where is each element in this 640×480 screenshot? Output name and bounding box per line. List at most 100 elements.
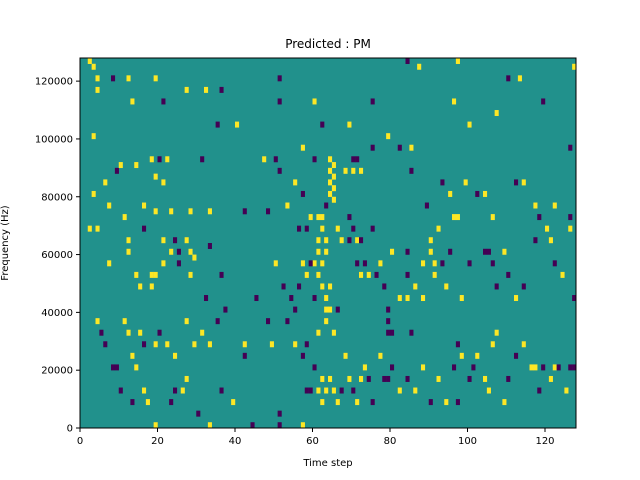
heatmap-cell (149, 283, 154, 290)
heatmap-cell (173, 352, 178, 359)
heatmap-cell (266, 318, 271, 325)
heatmap-cell (281, 283, 286, 290)
heatmap-cell (351, 156, 356, 163)
heatmap-cell (153, 75, 158, 82)
heatmap-cell (126, 75, 131, 82)
heatmap-cell (548, 237, 553, 244)
heatmap-cell (455, 341, 460, 348)
heatmap-cell (405, 248, 410, 255)
heatmap-cell (552, 364, 557, 371)
heatmap-cell (572, 295, 577, 302)
heatmap-cell (320, 375, 325, 382)
heatmap-cell (324, 248, 329, 255)
heatmap-cell (541, 98, 546, 105)
heatmap-cell (242, 341, 247, 348)
heatmap-cell (91, 63, 96, 70)
heatmap-cell (413, 283, 418, 290)
heatmap-cell (483, 248, 488, 255)
heatmap-cell (122, 318, 127, 325)
heatmap-cell (312, 260, 317, 267)
heatmap-cell (355, 260, 360, 267)
heatmap-cell (176, 248, 181, 255)
heatmap-cell (568, 214, 573, 221)
heatmap-cell (494, 283, 499, 290)
heatmap-cell (362, 260, 367, 267)
heatmap-cell (440, 179, 445, 186)
heatmap-cell (397, 387, 402, 394)
heatmap-cell (169, 248, 174, 255)
heatmap-cell (339, 387, 344, 394)
heatmap-cell (122, 214, 127, 221)
heatmap-cell (262, 156, 267, 163)
heatmap-cell (324, 202, 329, 209)
heatmap-cell (157, 156, 162, 163)
heatmap-cell (517, 75, 522, 82)
heatmap-cell (153, 422, 158, 429)
heatmap-cell (300, 144, 305, 151)
plot-area (80, 58, 577, 429)
heatmap-cell (452, 364, 457, 371)
heatmap-cell (328, 375, 333, 382)
heatmap-cell (448, 248, 453, 255)
heatmap-cell (421, 364, 426, 371)
heatmap-cell (397, 295, 402, 302)
heatmap-cell (463, 179, 468, 186)
heatmap-cell (111, 364, 116, 371)
heatmap-cell (312, 295, 317, 302)
heatmap-cell (142, 387, 147, 394)
heatmap-cell (552, 202, 557, 209)
heatmap-cell (161, 260, 166, 267)
heatmap-cell (277, 422, 282, 429)
heatmap-cell (390, 329, 395, 336)
chart-title: Predicted : PM (285, 37, 371, 51)
heatmap-cell (277, 75, 282, 82)
heatmap-cell (223, 306, 228, 313)
heatmap-cell (308, 387, 313, 394)
heatmap-cell (324, 387, 329, 394)
heatmap-cell (320, 260, 325, 267)
heatmap-cell (382, 375, 387, 382)
heatmap-cell (386, 306, 391, 313)
y-tick-label: 40000 (41, 308, 73, 319)
heatmap-cell (308, 214, 313, 221)
heatmap-cell (541, 364, 546, 371)
heatmap-cell (134, 271, 139, 278)
heatmap-cell (424, 202, 429, 209)
heatmap-cell (320, 399, 325, 406)
heatmap-cell (572, 364, 577, 371)
x-tick-label: 0 (77, 436, 83, 447)
heatmap-cell (316, 329, 321, 336)
heatmap-cell (297, 225, 302, 232)
heatmap-cell (467, 260, 472, 267)
heatmap-cell (103, 179, 108, 186)
y-tick-label: 0 (67, 424, 73, 435)
heatmap-cell (215, 318, 220, 325)
heatmap-cell (184, 237, 189, 244)
heatmap-cell (126, 248, 131, 255)
heatmap-cell (200, 156, 205, 163)
heatmap-cell (331, 185, 336, 192)
heatmap-cell (269, 341, 274, 348)
heatmap-cell (405, 271, 410, 278)
x-tick-label: 20 (151, 436, 164, 447)
heatmap-cell (142, 341, 147, 348)
heatmap-cell (328, 156, 333, 163)
heatmap-cell (145, 399, 150, 406)
heatmap-cell (390, 248, 395, 255)
heatmap-cell (343, 167, 348, 174)
heatmap-cell (328, 167, 333, 174)
heatmap-cell (374, 271, 379, 278)
heatmap-cell (324, 295, 329, 302)
heatmap-cell (370, 399, 375, 406)
heatmap-cell (304, 225, 309, 232)
heatmap-cell (397, 144, 402, 151)
heatmap-cell (483, 375, 488, 382)
heatmap-cell (297, 283, 302, 290)
heatmap-cell (250, 422, 255, 429)
y-axis-label: Frequency (Hz) (0, 205, 11, 281)
heatmap-cell (347, 237, 352, 244)
x-axis: 0 20 40 60 80 100 120 (77, 428, 555, 447)
heatmap-cell (180, 387, 185, 394)
heatmap-cell (444, 283, 449, 290)
heatmap-cell (219, 387, 224, 394)
